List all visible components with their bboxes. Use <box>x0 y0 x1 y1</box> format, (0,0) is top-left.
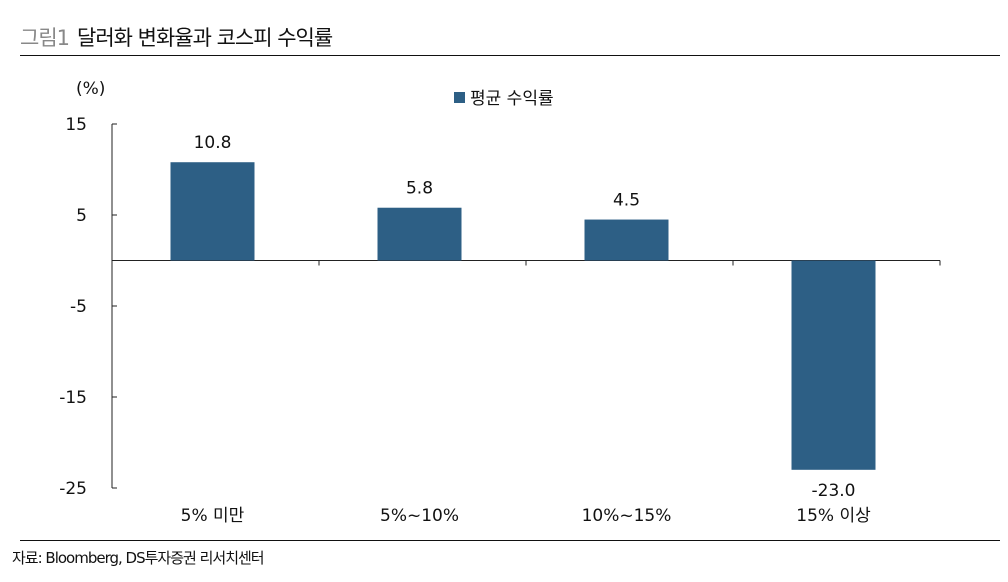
category-label: 15% 이상 <box>796 506 871 526</box>
category-label: 5%~10% <box>380 506 459 526</box>
category-label: 10%~15% <box>582 506 672 526</box>
category-label: 5% 미만 <box>181 506 245 526</box>
legend-label: 평균 수익률 <box>470 89 554 109</box>
data-label: -23.0 <box>812 481 856 501</box>
bar <box>170 162 255 261</box>
data-label: 4.5 <box>613 191 640 211</box>
y-tick-label: -15 <box>59 388 87 408</box>
bar <box>791 260 876 470</box>
top-rule <box>20 55 1000 56</box>
title-text: 달러화 변화율과 코스피 수익률 <box>77 26 333 50</box>
y-tick-label: -25 <box>59 479 87 499</box>
bar <box>584 219 669 261</box>
source-note: 자료: Bloomberg, DS투자증권 리서치센터 <box>12 549 265 567</box>
legend-swatch <box>454 92 465 103</box>
y-tick-label: -5 <box>70 297 87 317</box>
bottom-rule <box>20 540 1000 541</box>
bar <box>377 207 462 261</box>
chart-title: 그림1 달러화 변화율과 코스피 수익률 <box>20 22 333 52</box>
data-label: 5.8 <box>406 179 433 199</box>
data-label: 10.8 <box>194 133 232 153</box>
y-axis-unit: (%) <box>76 79 105 99</box>
y-tick-label: 15 <box>65 115 87 135</box>
figure-label: 그림1 <box>20 26 70 50</box>
y-tick-label: 5 <box>76 206 87 226</box>
